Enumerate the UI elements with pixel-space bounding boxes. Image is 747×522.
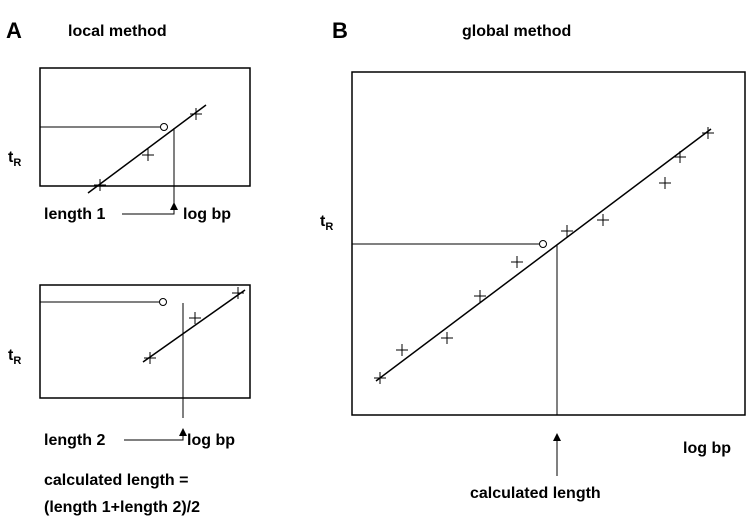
arrow	[124, 428, 187, 441]
result-text: calculated length	[470, 485, 601, 502]
panel-title: local method	[68, 23, 167, 40]
y-label: tR	[8, 149, 21, 169]
panel-label: A	[6, 18, 22, 43]
x-label: log bp	[683, 440, 731, 457]
x-left-label: length 2	[44, 432, 105, 449]
points	[374, 127, 714, 384]
x-label: log bp	[183, 206, 231, 223]
points	[144, 287, 244, 364]
point-estimate	[539, 240, 547, 248]
top-plot: tR length 1 log bp	[8, 67, 251, 223]
result-text: calculated length =	[44, 472, 188, 489]
x-left-label: length 1	[44, 206, 105, 223]
x-label: log bp	[187, 432, 235, 449]
fit-line	[142, 289, 246, 363]
fit-line	[87, 104, 207, 194]
point-estimate	[159, 298, 167, 306]
plot-frame	[39, 284, 251, 399]
bottom-plot: tR length 2 log bp	[8, 284, 251, 449]
result-text: (length 1+length 2)/2	[44, 499, 200, 516]
global-plot: tR calculated length log bp	[320, 71, 746, 502]
points	[94, 108, 202, 191]
y-label: tR	[8, 347, 21, 367]
panel-label: B	[332, 18, 348, 43]
point-estimate	[160, 123, 168, 131]
arrow	[122, 202, 178, 215]
y-label: tR	[320, 213, 333, 233]
fit-line	[375, 128, 712, 382]
panel-title: global method	[462, 23, 571, 40]
